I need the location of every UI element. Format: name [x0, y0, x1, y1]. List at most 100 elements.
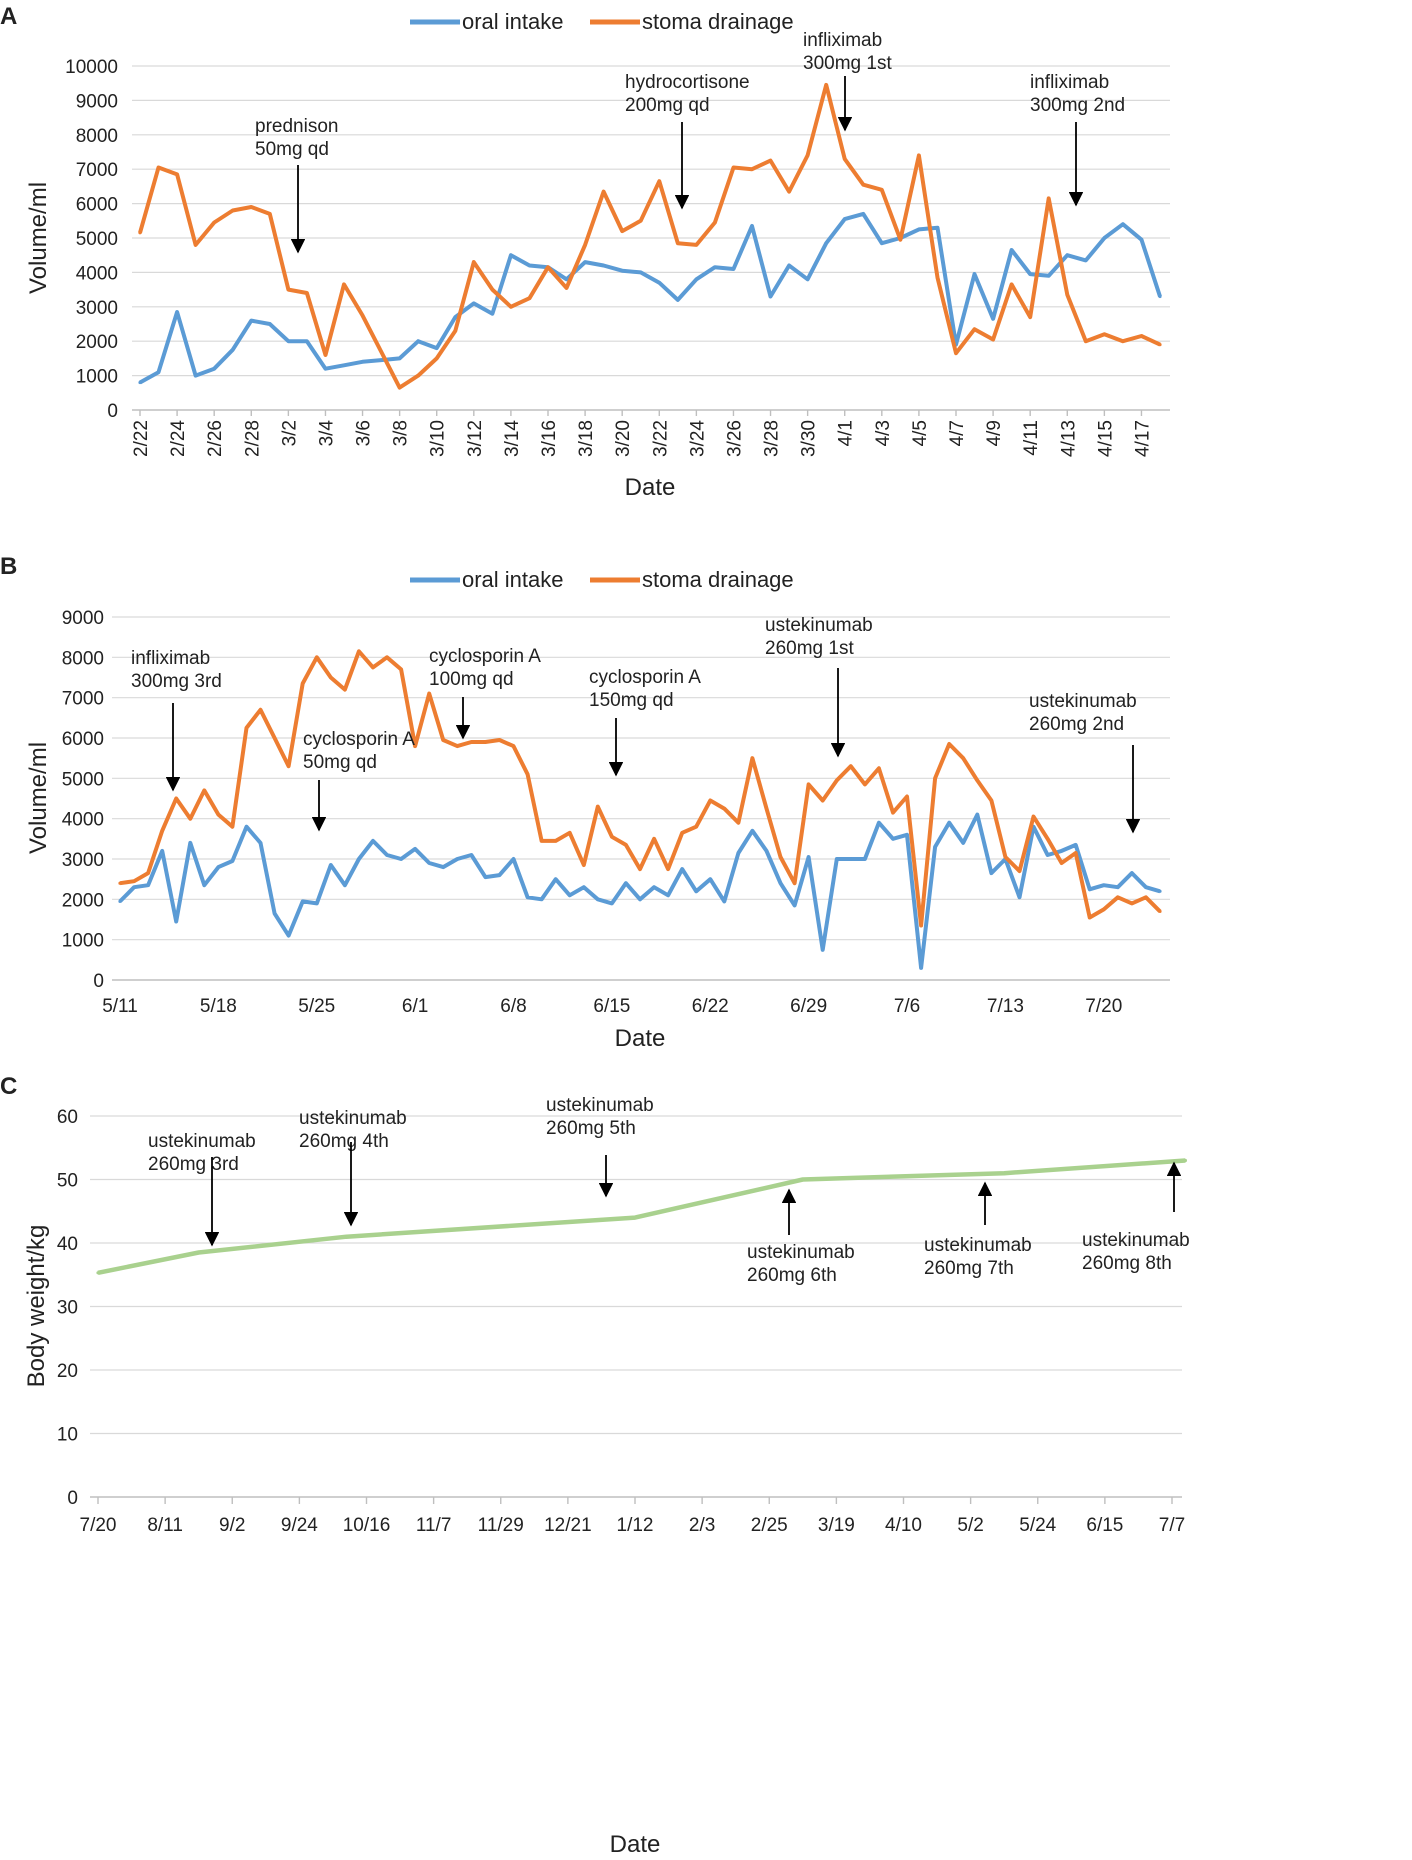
x-tick-label: 4/7 [947, 420, 968, 446]
data-point [991, 317, 995, 321]
data-point [694, 277, 699, 281]
data-point [633, 1216, 637, 1220]
data-point [497, 738, 502, 742]
y-tick-label: 0 [67, 1488, 78, 1509]
data-point [954, 351, 958, 355]
data-point [160, 829, 164, 833]
data-point [975, 813, 979, 817]
data-point [1088, 915, 1092, 920]
data-point [568, 831, 572, 835]
data-point [835, 778, 839, 783]
data-point [989, 871, 994, 875]
data-point [1121, 339, 1125, 343]
x-tick-label: 5/24 [1019, 1515, 1056, 1536]
data-point [880, 188, 884, 192]
data-point [610, 901, 614, 906]
data-point [427, 861, 431, 865]
data-point [877, 821, 881, 825]
annotation-text: ustekinumab [299, 1108, 407, 1129]
x-tick-label: 7/6 [894, 996, 920, 1017]
data-point [469, 853, 473, 857]
data-point [1084, 258, 1088, 262]
y-tick-label: 2000 [62, 890, 104, 911]
data-point [174, 919, 178, 924]
x-tick-label: 4/13 [1058, 420, 1079, 457]
data-point [564, 277, 569, 281]
data-point [568, 893, 572, 897]
annotation-text: 50mg qd [303, 752, 377, 773]
data-point [624, 881, 628, 885]
data-point [138, 380, 142, 385]
x-tick-label: 3/16 [539, 420, 560, 457]
x-tick-label: 4/3 [873, 420, 894, 446]
annotation-text: hydrocortisone [625, 72, 750, 93]
data-point [1028, 315, 1032, 319]
data-point [877, 766, 881, 770]
data-point [1102, 883, 1106, 887]
data-point [1088, 887, 1092, 891]
y-tick-label: 7000 [62, 689, 104, 710]
data-point [1017, 895, 1022, 899]
data-point [624, 843, 628, 847]
data-point [231, 348, 235, 352]
data-point [1003, 855, 1008, 859]
data-point [861, 183, 865, 187]
data-point [554, 877, 558, 881]
data-point [511, 857, 516, 861]
y-tick-label: 3000 [62, 850, 104, 871]
data-point [768, 159, 773, 163]
data-point [835, 857, 839, 861]
data-point [526, 895, 530, 899]
data-point [249, 319, 253, 323]
data-point [736, 851, 741, 855]
annotation-text: 260mg 1st [765, 638, 854, 659]
x-tick-label: 11/7 [416, 1515, 452, 1536]
data-point [273, 911, 277, 916]
legend-label: oral intake [462, 567, 564, 592]
data-point [526, 772, 530, 776]
legend-label: stoma drainage [642, 567, 794, 592]
x-tick-label: 6/8 [500, 996, 526, 1017]
series-line-oral-intake [118, 812, 1161, 970]
x-tick-label: 3/22 [650, 420, 671, 457]
data-point [582, 863, 586, 867]
data-point [801, 1177, 805, 1182]
x-tick-label: 2/22 [131, 420, 152, 457]
annotation-text: 150mg qd [589, 690, 674, 711]
annotation-text: 200mg qd [625, 95, 710, 116]
data-point [175, 310, 179, 314]
data-point [750, 829, 755, 833]
data-point [1074, 851, 1078, 855]
y-tick-label: 5000 [62, 769, 104, 790]
data-point [961, 756, 965, 760]
data-point [216, 865, 220, 869]
data-point [469, 740, 473, 744]
annotation-text: infliximab [131, 648, 210, 669]
data-point [807, 782, 811, 787]
y-axis-title: Body weight/kg [23, 1225, 50, 1388]
data-point [441, 865, 445, 869]
data-point [680, 831, 684, 835]
data-point [713, 265, 717, 269]
data-point [453, 315, 457, 319]
y-axis-title: Volume/ml [25, 742, 52, 854]
x-tick-label: 3/28 [762, 420, 783, 457]
data-point [582, 885, 586, 889]
data-point [639, 270, 643, 274]
data-point [360, 360, 365, 364]
data-point [583, 260, 587, 264]
data-point [676, 298, 680, 302]
data-point [1010, 248, 1014, 252]
y-tick-label: 6000 [62, 729, 104, 750]
data-point [1046, 853, 1050, 857]
annotation-text: ustekinumab [1082, 1230, 1190, 1251]
data-point [188, 817, 192, 821]
y-tick-label: 1000 [76, 367, 118, 388]
data-point [1183, 1158, 1187, 1163]
y-tick-label: 20 [57, 1361, 78, 1382]
data-point [891, 837, 895, 841]
x-tick-label: 5/18 [200, 996, 237, 1017]
data-point [1139, 238, 1144, 242]
data-point [441, 738, 445, 742]
